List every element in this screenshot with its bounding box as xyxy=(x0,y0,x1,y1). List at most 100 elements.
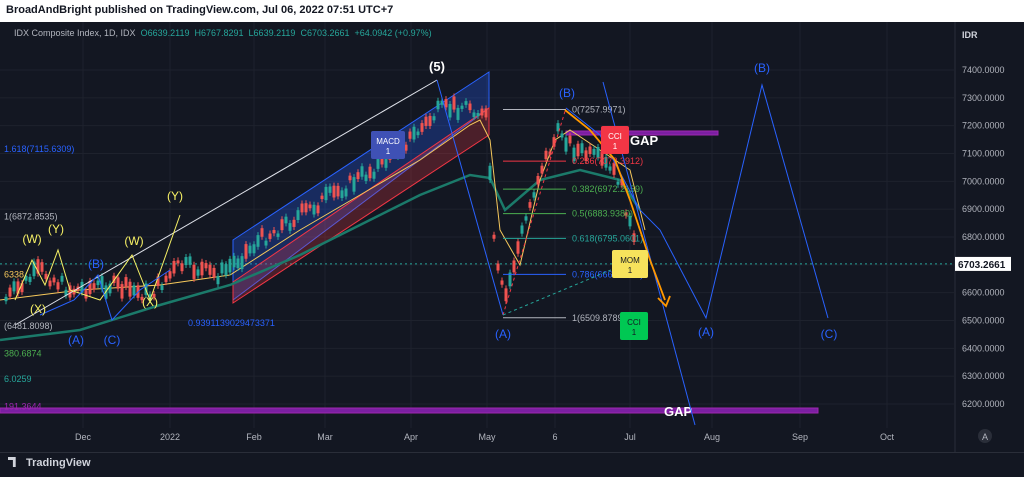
candle-body xyxy=(476,113,480,117)
candle-body xyxy=(612,162,616,175)
y-tick-label: 7200.0000 xyxy=(962,121,1005,131)
candle-body xyxy=(204,263,208,269)
candle-body xyxy=(52,277,56,283)
candle-body xyxy=(228,258,232,273)
candle-body xyxy=(572,147,576,162)
cci-marker-top-title: CCI xyxy=(608,132,622,141)
trendline-white xyxy=(14,79,438,326)
candle-body xyxy=(92,283,96,290)
candle-body xyxy=(616,181,620,185)
candle-body xyxy=(184,257,188,266)
gap-label-lower: GAP xyxy=(664,404,693,419)
mom-marker-value: 1 xyxy=(628,266,633,275)
candle-body xyxy=(28,276,32,282)
candle-body xyxy=(560,133,564,138)
candle-body xyxy=(376,159,380,169)
candle-body xyxy=(200,261,204,276)
projection-arrow xyxy=(564,109,666,301)
wave-label-blue: (C) xyxy=(104,333,121,347)
cci-marker-bottom-title: CCI xyxy=(627,318,641,327)
candle-body xyxy=(168,271,172,279)
candle-body xyxy=(84,290,88,299)
publisher-bar: BroadAndBright published on TradingView.… xyxy=(0,0,1024,22)
candle-body xyxy=(148,294,152,301)
candle-body xyxy=(356,172,360,180)
wave-label-yellow: (X) xyxy=(30,302,46,316)
support-dashed xyxy=(502,261,631,316)
candle-body xyxy=(292,219,296,227)
wave-blue-left xyxy=(39,269,171,321)
x-tick-label: Mar xyxy=(317,432,333,442)
candle-body xyxy=(248,245,252,254)
candle-body xyxy=(360,166,364,177)
candle-body xyxy=(160,285,164,291)
candle-body xyxy=(548,151,552,155)
gap-zone-lower xyxy=(0,407,819,414)
x-tick-label: Jul xyxy=(624,432,636,442)
candle-body xyxy=(300,203,304,213)
candle-body xyxy=(536,175,540,185)
candle-body xyxy=(620,178,624,186)
candle-body xyxy=(132,285,136,296)
candle-body xyxy=(628,216,632,227)
candle-body xyxy=(384,158,388,168)
candle-body xyxy=(312,204,316,215)
candle-body xyxy=(288,223,292,231)
candle-body xyxy=(264,240,268,246)
left-fib-label: (6481.8098) xyxy=(4,321,53,331)
candle-body xyxy=(308,204,312,209)
y-tick-label: 7000.0000 xyxy=(962,176,1005,186)
candle-body xyxy=(424,116,428,126)
candle-body xyxy=(448,103,452,118)
candle-body xyxy=(364,174,368,181)
wave-yellow xyxy=(14,214,181,302)
scale-logo-circle xyxy=(978,429,992,443)
candle-body xyxy=(276,233,280,237)
candle-body xyxy=(324,186,328,201)
tradingview-logo[interactable]: TradingView xyxy=(8,457,91,469)
high-value: H6767.8291 xyxy=(194,28,244,38)
wave-label-blue: (B) xyxy=(559,86,575,100)
y-tick-label: 7300.0000 xyxy=(962,93,1005,103)
candle-body xyxy=(100,276,104,290)
wave-label-blue: (B) xyxy=(754,61,770,75)
candle-body xyxy=(8,287,12,297)
candle-body xyxy=(316,205,320,214)
left-fib-label: 191.3644 xyxy=(4,401,42,411)
cci-marker-top-box xyxy=(601,126,629,154)
fib-level-label: 1(6509.8789) xyxy=(572,313,626,323)
last-price-label: 6703.2661 xyxy=(958,260,1006,271)
candle-body xyxy=(496,263,500,271)
symbol-name[interactable]: IDX Composite Index, 1D, IDX xyxy=(14,28,136,38)
candle-body xyxy=(604,157,608,168)
candle-body xyxy=(60,275,64,282)
left-fib-label: 6.0259 xyxy=(4,374,32,384)
mom-marker-box xyxy=(612,250,648,278)
candle-body xyxy=(484,108,488,118)
candle-body xyxy=(596,147,600,158)
candle-body xyxy=(344,188,348,197)
ma-long xyxy=(0,168,642,342)
candle-body xyxy=(432,116,436,121)
candle-body xyxy=(20,283,24,293)
tradingview-logo-icon xyxy=(8,457,16,467)
candle-body xyxy=(632,233,636,243)
candle-body xyxy=(416,131,420,136)
left-fib-label: 1.618(7115.6309) xyxy=(4,144,74,154)
candle-body xyxy=(320,195,324,200)
candle-body xyxy=(564,137,568,152)
candle-body xyxy=(516,241,520,254)
candle-body xyxy=(552,137,556,147)
candle-body xyxy=(544,150,548,160)
y-tick-label: 7100.0000 xyxy=(962,149,1005,159)
y-tick-label: 6300.0000 xyxy=(962,371,1005,381)
candle-body xyxy=(24,275,28,281)
open-value: O6639.2119 xyxy=(140,28,190,38)
candle-body xyxy=(588,146,592,155)
candle-body xyxy=(116,277,120,289)
fib-level-label: 0.5(6883.9380) xyxy=(572,209,633,219)
candle-body xyxy=(528,202,532,208)
candle-body xyxy=(428,115,432,126)
candle-body xyxy=(188,256,192,265)
